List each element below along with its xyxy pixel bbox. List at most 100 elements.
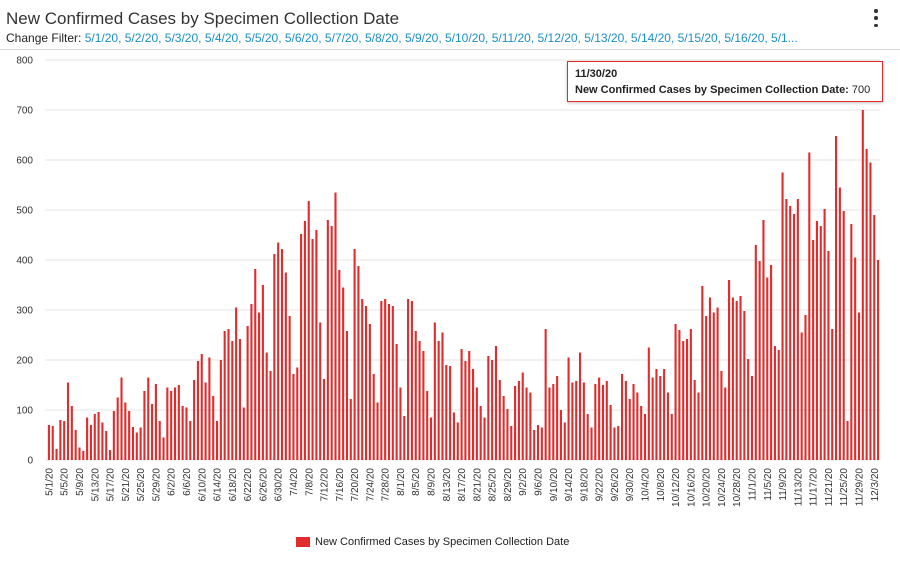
bar[interactable] <box>483 417 486 461</box>
bar[interactable] <box>51 426 54 460</box>
bar[interactable] <box>139 427 142 461</box>
bar[interactable] <box>789 206 792 460</box>
bar[interactable] <box>101 422 104 461</box>
bar[interactable] <box>494 346 498 460</box>
bar[interactable] <box>846 421 849 460</box>
bar[interactable] <box>173 387 177 461</box>
bar[interactable] <box>628 399 631 460</box>
bar[interactable] <box>449 366 452 460</box>
bar[interactable] <box>525 387 528 461</box>
bar[interactable] <box>594 384 597 460</box>
bar[interactable] <box>571 382 574 461</box>
bar[interactable] <box>162 437 165 461</box>
bar[interactable] <box>720 371 723 460</box>
bar[interactable] <box>781 172 784 461</box>
bar[interactable] <box>663 369 666 460</box>
bar[interactable] <box>651 377 654 461</box>
bar[interactable] <box>510 426 513 460</box>
bar[interactable] <box>319 322 322 461</box>
bar[interactable] <box>311 239 314 460</box>
bar[interactable] <box>154 384 157 460</box>
bar[interactable] <box>131 427 135 460</box>
bar[interactable] <box>835 136 838 460</box>
bar[interactable] <box>491 360 494 460</box>
bar[interactable] <box>135 432 138 461</box>
bar[interactable] <box>747 359 750 460</box>
bar[interactable] <box>850 224 853 460</box>
bar[interactable] <box>452 412 455 461</box>
bar[interactable] <box>617 426 620 460</box>
bar[interactable] <box>433 322 436 461</box>
bar[interactable] <box>258 312 261 461</box>
bar[interactable] <box>151 404 154 460</box>
bar[interactable] <box>177 385 180 460</box>
bar[interactable] <box>685 339 689 460</box>
bar[interactable] <box>827 251 830 460</box>
bar[interactable] <box>819 226 822 460</box>
bar[interactable] <box>701 286 704 460</box>
bar[interactable] <box>399 387 402 461</box>
bar[interactable] <box>498 380 501 460</box>
bar[interactable] <box>242 407 245 461</box>
bar[interactable] <box>735 301 738 460</box>
bar[interactable] <box>124 402 127 461</box>
bar[interactable] <box>533 430 536 460</box>
bar[interactable] <box>712 312 715 461</box>
bar[interactable] <box>655 369 658 460</box>
bar[interactable] <box>708 297 712 461</box>
bar[interactable] <box>777 350 780 460</box>
bar[interactable] <box>78 447 81 461</box>
bar[interactable] <box>445 365 448 460</box>
bar[interactable] <box>624 381 627 460</box>
bar[interactable] <box>785 199 788 460</box>
bar[interactable] <box>261 285 264 460</box>
bar[interactable] <box>250 304 253 460</box>
bar[interactable] <box>112 411 115 460</box>
bar[interactable] <box>418 341 421 460</box>
bar[interactable] <box>361 299 364 460</box>
kebab-menu-icon[interactable] <box>872 9 880 27</box>
bar[interactable] <box>475 387 478 461</box>
bar[interactable] <box>120 377 123 461</box>
bar[interactable] <box>563 422 566 461</box>
bar[interactable] <box>632 384 635 460</box>
bar[interactable] <box>273 254 276 460</box>
bar[interactable] <box>464 361 467 460</box>
bar[interactable] <box>441 332 444 461</box>
bar[interactable] <box>170 391 173 460</box>
bar[interactable] <box>407 299 410 460</box>
bar[interactable] <box>460 349 463 460</box>
bar[interactable] <box>254 269 257 460</box>
bar[interactable] <box>812 240 815 460</box>
bar[interactable] <box>739 296 742 460</box>
bar[interactable] <box>567 357 570 461</box>
bar[interactable] <box>643 414 647 460</box>
bar[interactable] <box>128 411 131 460</box>
bar[interactable] <box>223 331 226 460</box>
bar[interactable] <box>456 422 459 461</box>
bar[interactable] <box>770 265 773 460</box>
bar[interactable] <box>196 361 199 460</box>
bars[interactable] <box>47 110 880 461</box>
bar[interactable] <box>391 306 394 460</box>
bar[interactable] <box>552 384 555 460</box>
bar[interactable] <box>762 220 765 460</box>
bar[interactable] <box>334 192 337 461</box>
bar[interactable] <box>422 351 425 460</box>
bar[interactable] <box>429 417 433 461</box>
bar[interactable] <box>636 392 639 461</box>
bar[interactable] <box>300 234 303 460</box>
bar[interactable] <box>621 374 624 460</box>
bar[interactable] <box>865 149 868 460</box>
bar[interactable] <box>307 201 310 460</box>
bar[interactable] <box>89 425 92 460</box>
bar[interactable] <box>514 386 517 460</box>
bar[interactable] <box>215 421 219 460</box>
bar[interactable] <box>395 344 398 460</box>
bar[interactable] <box>536 425 540 460</box>
bar[interactable] <box>815 221 818 460</box>
bar[interactable] <box>842 211 845 460</box>
bar[interactable] <box>586 414 589 460</box>
bar[interactable] <box>682 341 685 460</box>
